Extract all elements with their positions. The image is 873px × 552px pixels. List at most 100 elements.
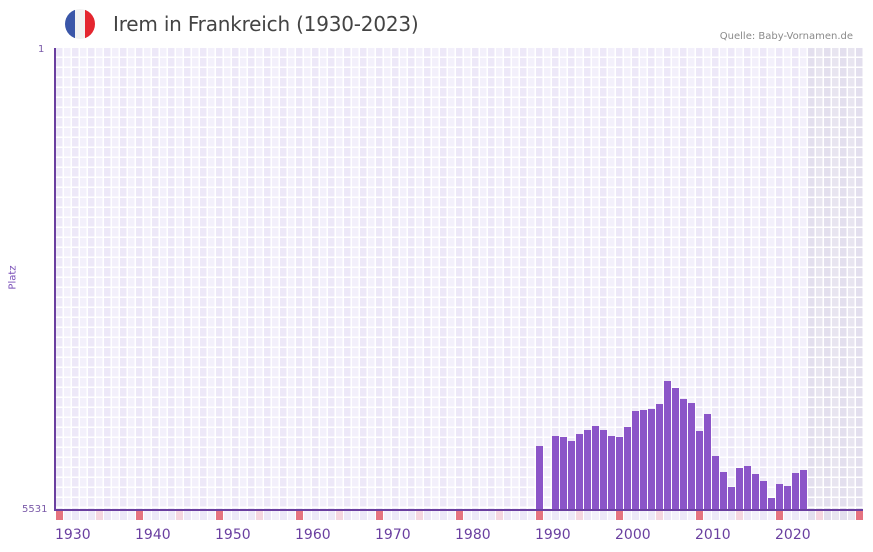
year-marker	[448, 511, 455, 520]
bar-1997[interactable]	[592, 425, 599, 509]
x-axis-labels: 1930 1940 1950 1960 1970 1980 1990 2000 2010 2020	[55, 527, 863, 547]
year-marker	[384, 511, 391, 520]
year-marker	[568, 511, 575, 520]
bar-2001[interactable]	[624, 427, 631, 509]
bar-2020[interactable]	[776, 483, 783, 509]
year-marker	[360, 511, 367, 520]
bar-1996[interactable]	[584, 429, 591, 509]
bar-2021[interactable]	[784, 486, 791, 509]
half-decade-marker	[176, 511, 183, 520]
bar-2006[interactable]	[664, 380, 671, 509]
x-label-1990: 1990	[535, 527, 571, 543]
year-marker	[408, 511, 415, 520]
year-marker	[472, 511, 479, 520]
bar-2009[interactable]	[688, 403, 695, 509]
bar-2023[interactable]	[800, 469, 807, 509]
year-marker	[168, 511, 175, 520]
bar-2000[interactable]	[616, 437, 623, 509]
year-marker	[800, 511, 807, 520]
chart-title: Irem in Frankreich (1930-2023)	[113, 12, 419, 36]
bar-2019[interactable]	[768, 498, 775, 509]
bar-2011[interactable]	[704, 413, 711, 509]
bar-2014[interactable]	[728, 487, 735, 509]
half-decade-marker	[496, 511, 503, 520]
bar-2015[interactable]	[736, 468, 743, 509]
year-marker	[464, 511, 471, 520]
year-marker	[592, 511, 599, 520]
year-marker	[280, 511, 287, 520]
year-marker	[824, 511, 831, 520]
year-marker	[120, 511, 127, 520]
bar-1999[interactable]	[608, 436, 615, 509]
year-marker	[688, 511, 695, 520]
year-marker	[664, 511, 671, 520]
year-marker	[392, 511, 399, 520]
y-axis-title: Platz	[7, 265, 19, 290]
year-marker	[752, 511, 759, 520]
year-marker	[504, 511, 511, 520]
decade-marker	[536, 511, 543, 520]
decade-marker	[296, 511, 303, 520]
year-marker	[344, 511, 351, 520]
x-label-1930: 1930	[55, 527, 91, 543]
year-marker	[632, 511, 639, 520]
year-marker	[712, 511, 719, 520]
year-marker	[248, 511, 255, 520]
decade-marker	[136, 511, 143, 520]
year-marker	[512, 511, 519, 520]
year-marker	[488, 511, 495, 520]
year-marker	[312, 511, 319, 520]
bar-2016[interactable]	[744, 466, 751, 509]
year-marker	[440, 511, 447, 520]
year-marker	[848, 511, 855, 520]
year-marker	[400, 511, 407, 520]
year-marker	[680, 511, 687, 520]
bar-1995[interactable]	[576, 433, 583, 509]
x-label-1940: 1940	[135, 527, 171, 543]
year-marker	[544, 511, 551, 520]
x-label-1960: 1960	[295, 527, 331, 543]
bar-2018[interactable]	[760, 481, 767, 509]
y-axis-bottom-label: 5531	[22, 504, 48, 515]
bar-2022[interactable]	[792, 473, 799, 509]
bar-2003[interactable]	[640, 409, 647, 509]
bar-series	[56, 48, 863, 509]
bar-1992[interactable]	[552, 436, 559, 509]
bar-2013[interactable]	[720, 472, 727, 509]
bar-2002[interactable]	[632, 411, 639, 509]
bar-2008[interactable]	[680, 398, 687, 509]
bar-2012[interactable]	[712, 456, 719, 509]
half-decade-marker	[416, 511, 423, 520]
x-label-2010: 2010	[695, 527, 731, 543]
half-decade-marker	[656, 511, 663, 520]
year-marker	[624, 511, 631, 520]
bar-1993[interactable]	[560, 437, 567, 509]
year-marker	[840, 511, 847, 520]
x-label-2000: 2000	[615, 527, 651, 543]
half-decade-marker	[736, 511, 743, 520]
year-marker	[208, 511, 215, 520]
bar-2007[interactable]	[672, 388, 679, 509]
year-marker	[320, 511, 327, 520]
year-marker	[552, 511, 559, 520]
bar-1994[interactable]	[568, 440, 575, 509]
year-marker	[240, 511, 247, 520]
year-marker	[784, 511, 791, 520]
year-marker	[64, 511, 71, 520]
x-label-1950: 1950	[215, 527, 251, 543]
year-marker	[480, 511, 487, 520]
year-marker	[72, 511, 79, 520]
year-marker	[104, 511, 111, 520]
decade-marker	[216, 511, 223, 520]
year-marker	[112, 511, 119, 520]
year-marker	[528, 511, 535, 520]
bar-1990[interactable]	[536, 445, 543, 509]
bar-2010[interactable]	[696, 430, 703, 509]
bar-1998[interactable]	[600, 429, 607, 509]
bar-2005[interactable]	[656, 403, 663, 509]
year-marker	[144, 511, 151, 520]
year-marker	[184, 511, 191, 520]
bar-2017[interactable]	[752, 473, 759, 509]
bar-2004[interactable]	[648, 408, 655, 509]
x-label-2020: 2020	[775, 527, 811, 543]
